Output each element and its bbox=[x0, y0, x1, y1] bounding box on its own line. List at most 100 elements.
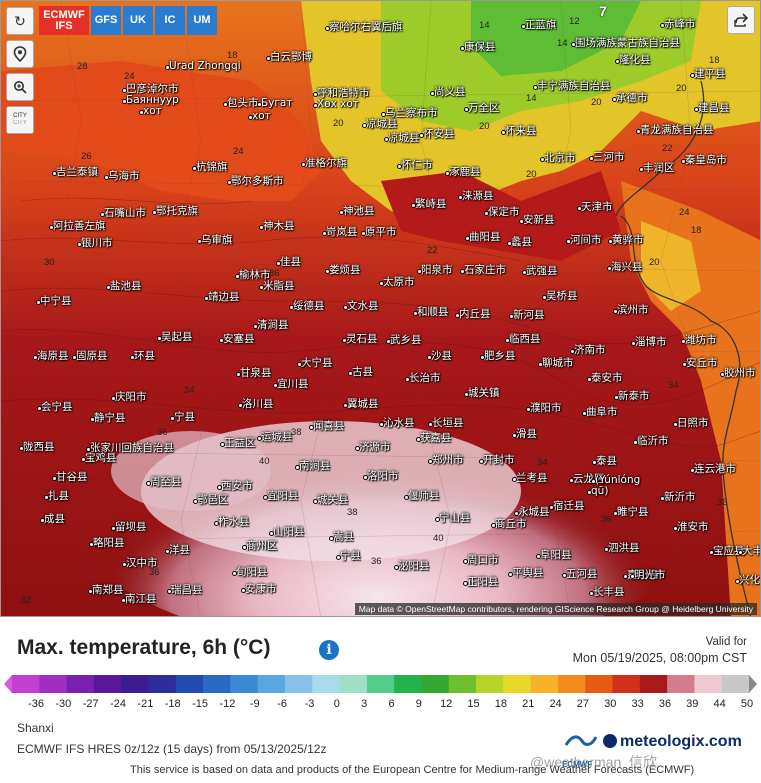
city-label: 大宁县 bbox=[297, 358, 333, 369]
info-icon[interactable]: i bbox=[319, 640, 339, 660]
city-label: 和顺县 bbox=[413, 307, 449, 318]
city-dot-icon bbox=[197, 239, 202, 244]
city-label: 海兴县 bbox=[607, 262, 643, 273]
city-dot-icon bbox=[690, 468, 695, 473]
city-label: 固原县 bbox=[72, 351, 108, 362]
city-label: 泰安市 bbox=[587, 373, 623, 384]
city-label: 旬阳县 bbox=[232, 567, 268, 578]
legend-tick-label: -6 bbox=[277, 698, 287, 710]
city-label: 宁县 bbox=[170, 412, 195, 423]
legend-tick-label: 50 bbox=[740, 698, 754, 710]
city-label: 永城县 bbox=[514, 507, 550, 518]
city-label: 肥乡县 bbox=[480, 351, 516, 362]
city-label: 淄博市 bbox=[631, 337, 667, 348]
city-label: 静宁县 bbox=[90, 413, 126, 424]
city-dot-icon bbox=[673, 526, 678, 531]
city-dot-icon bbox=[533, 85, 538, 90]
city-label: 怀来县 bbox=[501, 126, 537, 137]
city-dot-icon bbox=[549, 505, 554, 510]
city-dot-icon bbox=[104, 175, 109, 180]
city-label: 太原市 bbox=[379, 277, 415, 288]
model-button-ecmwf-ifs[interactable]: ECMWF IFS bbox=[39, 6, 89, 35]
city-label: 商丘市 bbox=[491, 519, 527, 530]
model-run-info: ECMWF IFS HRES 0z/12z (15 days) from 05/… bbox=[17, 742, 327, 756]
city-dot-icon bbox=[111, 526, 116, 531]
city-dot-icon bbox=[404, 495, 409, 500]
legend-swatch bbox=[121, 675, 149, 693]
city-label: 中宁县 bbox=[36, 296, 72, 307]
legend-tick-label: 15 bbox=[467, 698, 480, 710]
isotherm-value: 34 bbox=[668, 380, 679, 391]
city-dot-icon bbox=[37, 406, 42, 411]
city-label: 乌兰察布市 bbox=[381, 108, 438, 119]
city-dot-icon bbox=[522, 270, 527, 275]
city-label: 瑞昌县 bbox=[167, 585, 203, 596]
city-dot-icon bbox=[122, 99, 127, 104]
city-label: 原平市 bbox=[361, 227, 397, 238]
city-label: 获嘉县 bbox=[416, 433, 452, 444]
isotherm-value: 38 bbox=[291, 427, 302, 438]
meteologix-logo[interactable]: meteologix.com bbox=[603, 733, 742, 751]
zoom-button[interactable] bbox=[6, 73, 34, 101]
city-dot-icon bbox=[681, 159, 686, 164]
legend-swatch bbox=[448, 675, 477, 693]
city-dot-icon bbox=[512, 433, 517, 438]
city-label: 王益区 bbox=[220, 438, 256, 449]
locate-button[interactable] bbox=[6, 40, 34, 68]
city-label: 三河市 bbox=[589, 152, 625, 163]
city-label: 济南市 bbox=[570, 345, 606, 356]
city-dot-icon bbox=[607, 266, 612, 271]
city-dot-icon bbox=[512, 477, 517, 482]
city-dot-icon bbox=[501, 130, 506, 135]
city-dot-icon bbox=[570, 349, 575, 354]
city-dot-icon bbox=[146, 481, 151, 486]
legend-tick-label: 27 bbox=[576, 698, 590, 710]
city-dot-icon bbox=[384, 137, 389, 142]
city-dot-icon bbox=[238, 403, 243, 408]
share-button[interactable] bbox=[727, 6, 755, 34]
city-dot-icon bbox=[682, 362, 687, 367]
city-label: 赤峰市 bbox=[660, 19, 696, 30]
isotherm-value: 24 bbox=[124, 71, 135, 82]
city-label: 靖边县 bbox=[204, 292, 240, 303]
model-button-gfs[interactable]: GFS bbox=[91, 6, 121, 35]
legend-swatch bbox=[476, 675, 504, 693]
city-label: 乌审旗 bbox=[197, 235, 233, 246]
legend-swatch bbox=[394, 675, 422, 693]
isotherm-value: 32 bbox=[21, 595, 32, 606]
city-dot-icon bbox=[379, 281, 384, 286]
city-label: 古县 bbox=[348, 367, 373, 378]
city-label: 略阳县 bbox=[89, 538, 125, 549]
city-dot-icon bbox=[348, 371, 353, 376]
legend-swatch bbox=[366, 675, 395, 693]
city-dot-icon bbox=[86, 447, 91, 452]
city-label: 留坝县 bbox=[111, 522, 147, 533]
city-dot-icon bbox=[587, 377, 592, 382]
city-label: 五河县 bbox=[562, 569, 598, 580]
city-label: 吴起县 bbox=[157, 332, 193, 343]
city-toggle-button[interactable]: CITY CITY bbox=[6, 106, 34, 134]
model-button-ic[interactable]: IC bbox=[155, 6, 185, 35]
isotherm-value: 20 bbox=[526, 169, 537, 180]
model-button-um[interactable]: UM bbox=[187, 6, 217, 35]
weather-map[interactable]: 12 14 14 18 28 18 24 20 14 20 20 20 22 24 26 20 22 24 18 20… bbox=[0, 0, 761, 617]
legend-tick-label: 12 bbox=[440, 698, 453, 710]
legend-swatch bbox=[557, 675, 586, 693]
isotherm-value: 18 bbox=[709, 55, 720, 66]
city-dot-icon bbox=[562, 573, 567, 578]
model-button-uk[interactable]: UK bbox=[123, 6, 153, 35]
region-name: Shanxi bbox=[17, 721, 54, 735]
city-label: 泌阳县 bbox=[394, 561, 430, 572]
meteologix-dot-icon bbox=[603, 734, 617, 748]
city-label: 佳县 bbox=[276, 257, 301, 268]
reload-button[interactable]: ↻ bbox=[6, 7, 34, 35]
legend-swatch bbox=[639, 675, 668, 693]
city-dot-icon bbox=[569, 478, 574, 483]
city-label: 丰润区 bbox=[639, 163, 675, 174]
city-dot-icon bbox=[88, 589, 93, 594]
city-label: 岢岚县 bbox=[322, 227, 358, 238]
temperature-field bbox=[1, 1, 760, 616]
isotherm-value: 12 bbox=[569, 16, 580, 27]
city-label: Бугат bbox=[257, 98, 293, 109]
city-label: 闻喜县 bbox=[309, 421, 345, 432]
